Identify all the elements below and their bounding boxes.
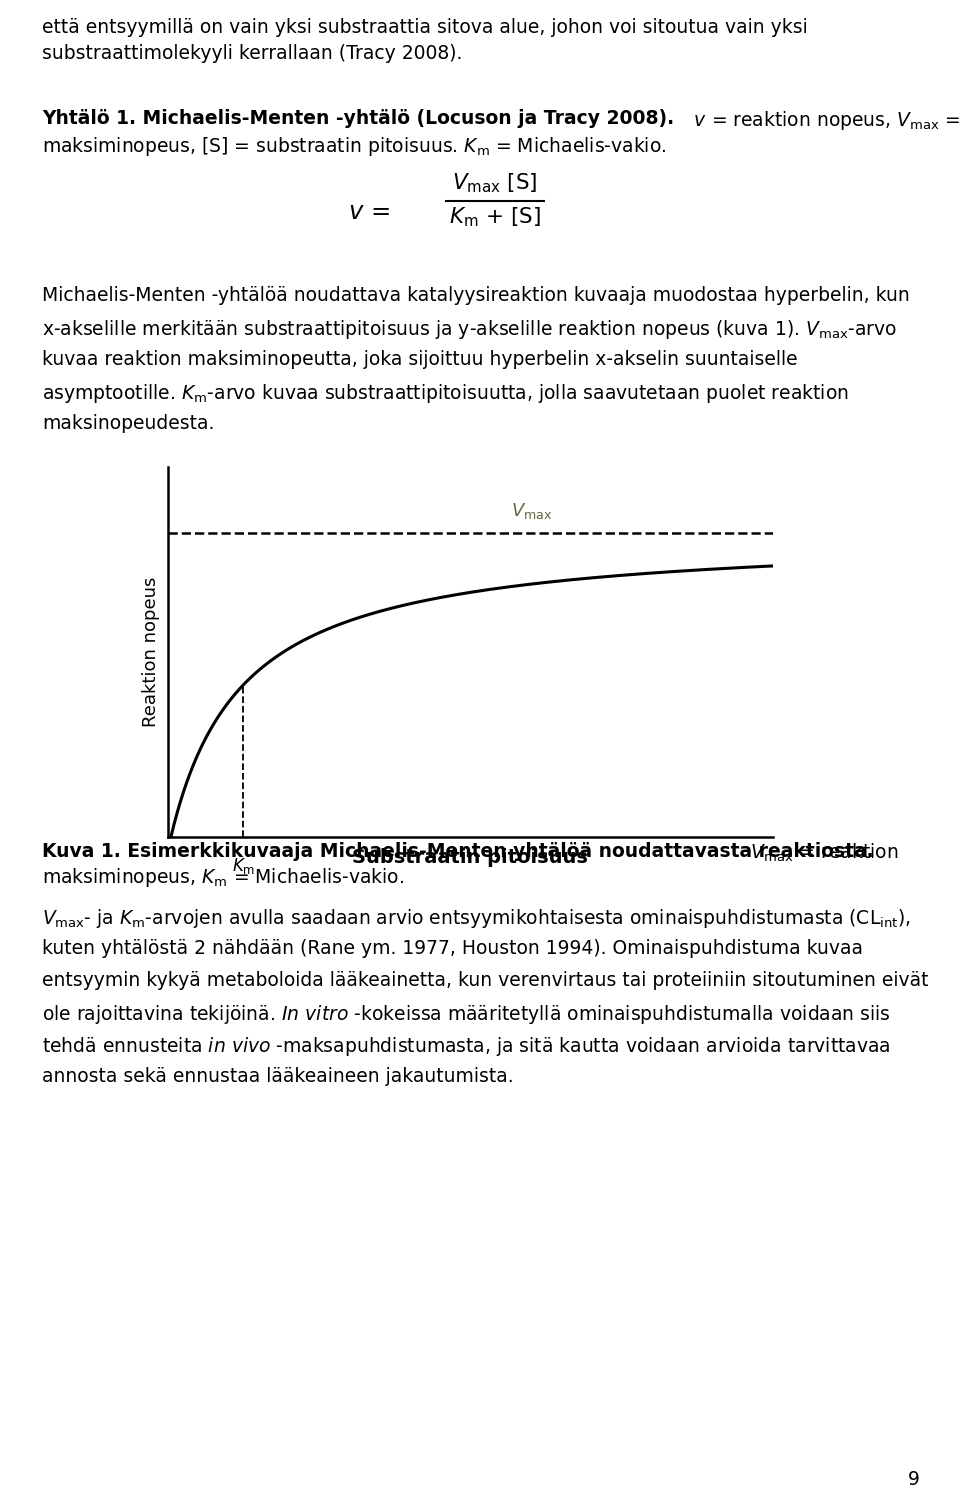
Text: kuten yhtälöstä 2 nähdään (Rane ym. 1977, Houston 1994). Ominaispuhdistuma kuvaa: kuten yhtälöstä 2 nähdään (Rane ym. 1977… bbox=[42, 939, 863, 958]
X-axis label: Substraatin pitoisuus: Substraatin pitoisuus bbox=[352, 848, 588, 866]
Text: Kuva 1. Esimerkkikuvaaja Michaelis-Menten yhtälöä noudattavasta reaktiosta.: Kuva 1. Esimerkkikuvaaja Michaelis-Mente… bbox=[42, 842, 874, 860]
Text: $K_\mathrm{m}$: $K_\mathrm{m}$ bbox=[231, 856, 254, 877]
Text: annosta sekä ennustaa lääkeaineen jakautumista.: annosta sekä ennustaa lääkeaineen jakaut… bbox=[42, 1067, 514, 1086]
Text: maksiminopeus, [S] = substraatin pitoisuus. $K_\mathrm{m}$ = Michaelis-vakio.: maksiminopeus, [S] = substraatin pitoisu… bbox=[42, 134, 666, 158]
Text: substraattimolekyyli kerrallaan (Tracy 2008).: substraattimolekyyli kerrallaan (Tracy 2… bbox=[42, 44, 463, 63]
Text: $v$ =: $v$ = bbox=[348, 201, 390, 223]
Text: $V_\mathrm{max}$ [S]: $V_\mathrm{max}$ [S] bbox=[452, 172, 538, 195]
Text: Yhtälö 1. Michaelis-Menten -yhtälö (Locuson ja Tracy 2008).: Yhtälö 1. Michaelis-Menten -yhtälö (Locu… bbox=[42, 109, 674, 128]
Text: $V_\mathrm{max}$: $V_\mathrm{max}$ bbox=[512, 501, 553, 521]
Text: $K_\mathrm{m}$ + [S]: $K_\mathrm{m}$ + [S] bbox=[449, 205, 540, 228]
Text: ole rajoittavina tekijöinä. $\mathit{In\ vitro}$ -kokeissa määritetyllä ominaisp: ole rajoittavina tekijöinä. $\mathit{In\… bbox=[42, 1003, 891, 1026]
Text: maksiminopeus, $K_\mathrm{m}$ = Michaelis-vakio.: maksiminopeus, $K_\mathrm{m}$ = Michaeli… bbox=[42, 866, 404, 889]
Text: $V_\mathrm{max}$- ja $K_\mathrm{m}$-arvojen avulla saadaan arvio entsyymikohtais: $V_\mathrm{max}$- ja $K_\mathrm{m}$-arvo… bbox=[42, 907, 911, 930]
Text: 9: 9 bbox=[908, 1470, 920, 1489]
Text: Michaelis-Menten -yhtälöä noudattava katalyysireaktion kuvaaja muodostaa hyperbe: Michaelis-Menten -yhtälöä noudattava kat… bbox=[42, 287, 910, 305]
Text: x-akselille merkitään substraattipitoisuus ja y-akselille reaktion nopeus (kuva : x-akselille merkitään substraattipitoisu… bbox=[42, 318, 897, 341]
Text: $v$ = reaktion nopeus, $V_\mathrm{max}$ = reaktion: $v$ = reaktion nopeus, $V_\mathrm{max}$ … bbox=[688, 109, 960, 131]
Y-axis label: Reaktion nopeus: Reaktion nopeus bbox=[142, 576, 159, 727]
Text: $V_\mathrm{max}$ = reaktion: $V_\mathrm{max}$ = reaktion bbox=[745, 842, 899, 863]
Text: kuvaa reaktion maksiminopeutta, joka sijoittuu hyperbelin x-akselin suuntaiselle: kuvaa reaktion maksiminopeutta, joka sij… bbox=[42, 350, 798, 370]
Text: entsyymin kykyä metaboloida lääkeainetta, kun verenvirtaus tai proteiiniin sitou: entsyymin kykyä metaboloida lääkeainetta… bbox=[42, 972, 928, 990]
Text: tehdä ennusteita $\mathit{in\ vivo}$ -maksapuhdistumasta, ja sitä kautta voidaan: tehdä ennusteita $\mathit{in\ vivo}$ -ma… bbox=[42, 1035, 891, 1058]
Text: että entsyymillä on vain yksi substraattia sitova alue, johon voi sitoutua vain : että entsyymillä on vain yksi substraatt… bbox=[42, 18, 807, 38]
Text: asymptootille. $K_\mathrm{m}$-arvo kuvaa substraattipitoisuutta, jolla saavuteta: asymptootille. $K_\mathrm{m}$-arvo kuvaa… bbox=[42, 382, 849, 404]
Text: maksinopeudesta.: maksinopeudesta. bbox=[42, 413, 214, 433]
